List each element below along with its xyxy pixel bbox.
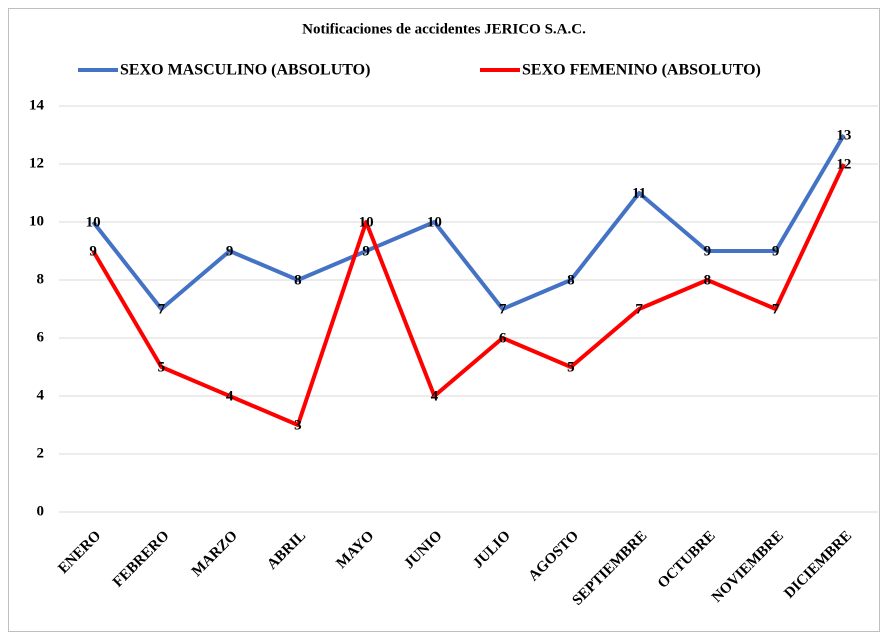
data-label: 7 [158,301,166,317]
data-label: 10 [86,214,101,230]
y-tick-label: 12 [29,155,44,171]
chart-title: Notificaciones de accidentes JERICO S.A.… [302,21,586,37]
data-label: 9 [362,243,370,259]
data-label: 9 [89,243,97,259]
y-tick-label: 4 [37,387,45,403]
y-tick-label: 6 [37,329,45,345]
y-tick-label: 2 [37,445,45,461]
data-label: 11 [632,185,646,201]
data-label: 5 [158,359,166,375]
y-tick-label: 8 [37,271,45,287]
data-label: 10 [427,214,442,230]
data-label: 3 [294,417,302,433]
data-label: 9 [704,243,712,259]
data-label: 10 [359,214,374,230]
y-tick-label: 0 [37,503,45,519]
chart-frame [8,8,880,632]
data-label: 13 [836,127,851,143]
data-label: 7 [499,301,507,317]
data-label: 9 [226,243,234,259]
series-line [91,133,846,311]
data-label: 6 [499,330,507,346]
y-tick-label: 14 [29,97,45,113]
data-label: 7 [772,301,780,317]
data-label: 8 [567,272,575,288]
legend-label: SEXO MASCULINO (ABSOLUTO) [120,62,370,79]
y-tick-label: 10 [29,213,44,229]
data-label: 12 [836,156,851,172]
data-label: 4 [431,388,439,404]
data-label: 9 [772,243,780,259]
data-label: 8 [294,272,302,288]
data-label: 5 [567,359,575,375]
data-label: 4 [226,388,234,404]
legend-label: SEXO FEMENINO (ABSOLUTO) [522,62,761,79]
data-label: 8 [704,272,712,288]
data-label: 7 [635,301,643,317]
series-line [91,163,846,427]
